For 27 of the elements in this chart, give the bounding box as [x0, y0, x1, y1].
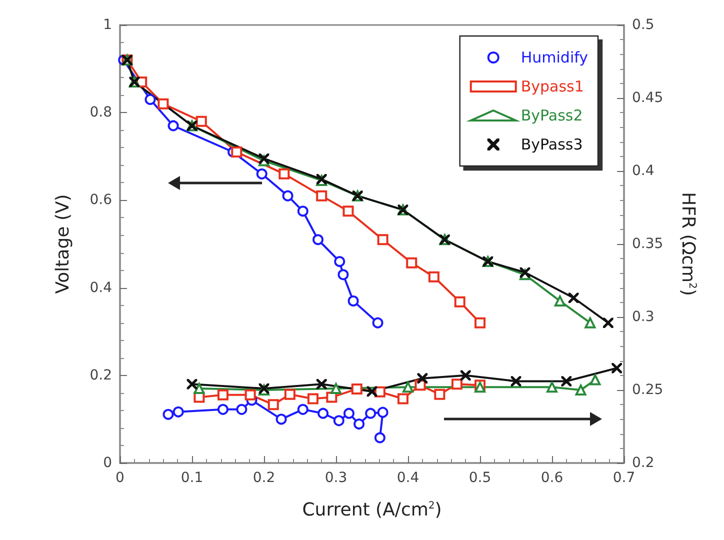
- x-tick-label: 0.4: [396, 470, 420, 486]
- y2-axis-title: HFR (Ωcm2): [678, 192, 698, 296]
- y-tick-label: 0.4: [90, 280, 112, 296]
- legend-label: ByPass3: [520, 136, 583, 154]
- y-tick-label: 0.8: [90, 104, 112, 121]
- legend-label: ByPass2: [520, 106, 583, 124]
- y2-tick-label: 0.4: [632, 163, 654, 179]
- y-tick-label: 1: [103, 17, 112, 33]
- y2-tick-label: 0.45: [632, 90, 664, 106]
- y-tick-label: 0.6: [90, 192, 112, 208]
- legend-label: Humidify: [520, 48, 588, 66]
- y-tick-label: 0.2: [90, 367, 112, 384]
- x-tick-label: 0.7: [612, 470, 636, 486]
- x-tick-label: 0.2: [252, 470, 276, 486]
- x-tick-label: 0.1: [180, 470, 204, 486]
- x-tick-label: 0: [116, 470, 124, 486]
- legend-label: Bypass1: [520, 78, 584, 96]
- y2-tick-label: 0.5: [632, 17, 654, 33]
- x-tick-label: 0.6: [540, 470, 564, 486]
- y2-tick-label: 0.25: [632, 382, 664, 398]
- y2-tick-label: 0.2: [632, 455, 654, 471]
- y-axis-title: Voltage (V): [52, 194, 74, 294]
- x-tick-label: 0.3: [324, 470, 348, 486]
- y2-tick-label: 0.3: [632, 309, 654, 325]
- x-tick-label: 0.5: [468, 470, 492, 486]
- y-tick-label: 0: [103, 455, 112, 471]
- y2-tick-label: 0.35: [632, 236, 664, 252]
